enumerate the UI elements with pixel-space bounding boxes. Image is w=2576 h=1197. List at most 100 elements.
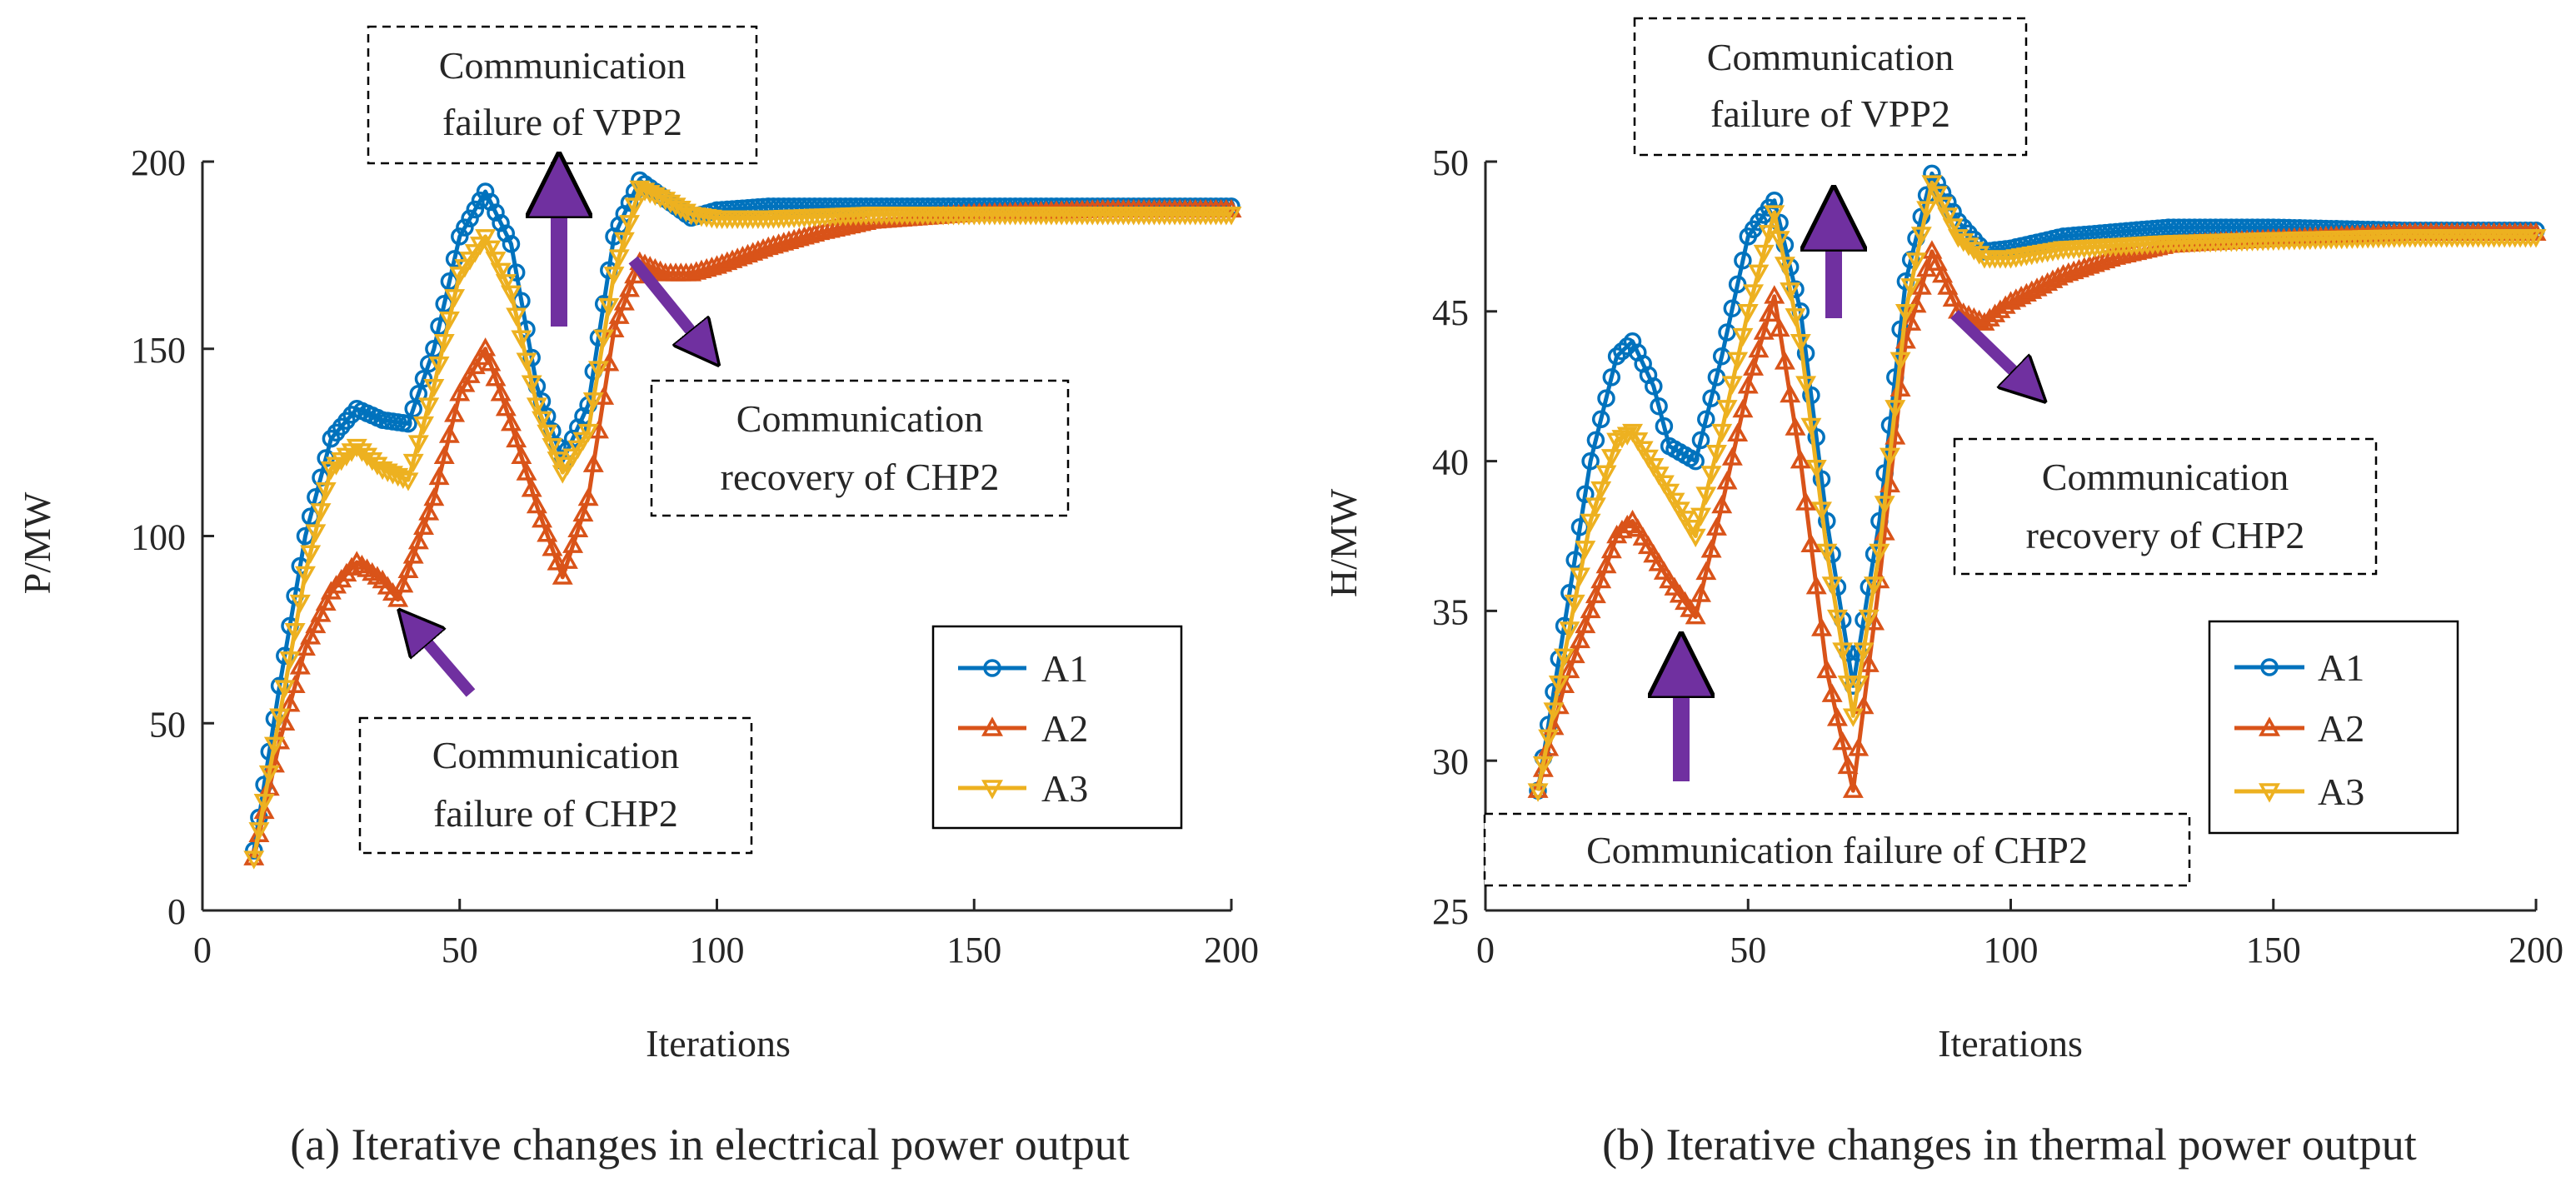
data-point (413, 416, 435, 436)
data-point (1637, 449, 1659, 469)
data-point (482, 192, 500, 212)
data-point (310, 503, 332, 522)
data-point (402, 545, 424, 564)
annotation-line: Communication (432, 734, 679, 776)
data-point (289, 656, 311, 675)
data-point (1842, 779, 1864, 798)
data-point (613, 292, 635, 311)
data-point (1937, 207, 1959, 227)
data-point (1842, 708, 1864, 727)
data-point (1785, 308, 1806, 327)
data-point (1837, 675, 1859, 695)
y-tick-label: 35 (1432, 591, 1469, 632)
data-point (413, 516, 435, 535)
data-point (387, 588, 409, 607)
data-point (577, 423, 599, 443)
data-point (526, 494, 547, 514)
data-point (1890, 352, 1911, 371)
data-point (1937, 276, 1959, 295)
data-point (608, 305, 630, 324)
data-point (1821, 576, 1843, 596)
data-point (1811, 617, 1833, 636)
legend-entry-a2: A2 (2234, 707, 2364, 750)
data-point (1611, 519, 1633, 539)
data-point (1905, 252, 1927, 272)
data-point (466, 200, 485, 219)
y-tick-label: 50 (149, 704, 186, 745)
data-point (1753, 321, 1775, 340)
data-point (295, 636, 316, 656)
data-point (1695, 486, 1717, 506)
data-point (1622, 509, 1644, 529)
legend: A1 A2 A3 (931, 625, 1183, 830)
data-point (516, 352, 537, 372)
legend-entry-a1: A1 (958, 647, 1088, 690)
data-point (315, 482, 337, 501)
data-point (1700, 539, 1722, 558)
data-point (532, 411, 553, 430)
data-point (1805, 576, 1827, 595)
axes: 0 50 100 150 200 0 50 100 150 200 (131, 142, 1259, 970)
data-point (1702, 389, 1720, 407)
data-point (1581, 451, 1600, 471)
x-tick-label: 100 (1984, 930, 2039, 970)
data-point (495, 397, 517, 416)
data-point (1869, 543, 1890, 563)
y-tick-label: 0 (167, 891, 186, 932)
data-point (619, 278, 641, 297)
annotation-line: Communication (2042, 456, 2289, 498)
data-point (1655, 416, 1674, 436)
data-point (444, 403, 466, 422)
data-point (1570, 567, 1590, 586)
x-axis-label: Iterations (1938, 1022, 2083, 1065)
data-point (552, 465, 573, 484)
data-point (1769, 231, 1790, 250)
data-point (404, 399, 422, 418)
data-point (397, 472, 419, 491)
data-point (1816, 659, 1838, 679)
data-point (582, 392, 604, 411)
data-point (537, 424, 558, 444)
data-point (1554, 648, 1575, 667)
data-point (1690, 507, 1711, 526)
data-point (1764, 285, 1785, 304)
data-point (1718, 323, 1736, 342)
data-point (464, 355, 486, 375)
data-point (1732, 398, 1754, 418)
data-point (526, 397, 547, 416)
data-point (269, 708, 291, 727)
data-point (418, 397, 440, 416)
legend-entry-a3: A3 (958, 767, 1088, 810)
data-point (552, 566, 573, 585)
data-point (1737, 304, 1759, 323)
data-point (1785, 416, 1806, 436)
data-point (1816, 543, 1838, 563)
data-point (1580, 513, 1601, 533)
data-point (1712, 347, 1731, 366)
data-point (445, 250, 464, 268)
data-point (444, 289, 466, 308)
data-point (1807, 428, 1825, 446)
y-tick-label: 100 (131, 517, 186, 558)
data-point (279, 693, 301, 712)
data-point (1895, 304, 1916, 323)
data-point (593, 329, 615, 348)
annotation-line: failure of CHP2 (433, 792, 678, 835)
data-point (1570, 629, 1590, 649)
data-point (1559, 659, 1580, 679)
data-point (1221, 207, 1242, 226)
legend-entry-a3: A3 (2234, 771, 2364, 813)
data-point (1575, 541, 1596, 560)
legend-label: A2 (2318, 707, 2364, 750)
annotation-line: Communication (1707, 36, 1954, 78)
data-point (461, 209, 479, 228)
data-point (1795, 491, 1817, 511)
y-tick-label: 150 (131, 330, 186, 371)
data-point (397, 559, 419, 578)
x-tick-label: 50 (1730, 930, 1766, 970)
data-point (1659, 483, 1680, 503)
axes: 0 50 100 150 200 25 30 35 40 45 50 (1432, 142, 2564, 970)
x-tick-label: 200 (1204, 930, 1259, 970)
data-point (1616, 514, 1638, 534)
data-point (253, 793, 275, 813)
